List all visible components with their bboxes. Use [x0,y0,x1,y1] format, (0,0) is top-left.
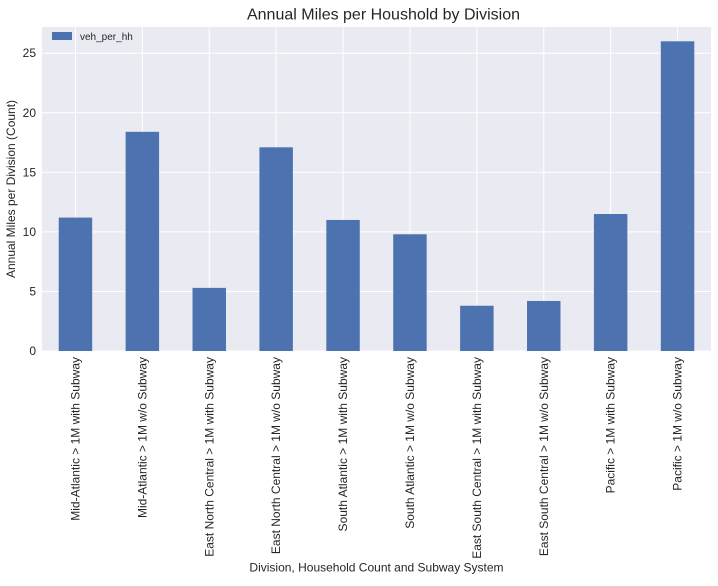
bar [326,219,360,351]
bar [192,287,226,351]
bar [259,147,293,351]
y-tick-labels: 0 5 10 15 20 25 [23,46,37,358]
x-axis-label: Division, Household Count and Subway Sys… [249,561,503,575]
chart-title: Annual Miles per Houshold by Division [247,7,520,24]
x-tick-label: East North Central > 1M w/o Subway [269,357,283,554]
legend: veh_per_hh [52,32,133,43]
bar [393,234,427,351]
y-tick-label: 5 [29,284,36,298]
x-tick-label: East South Central > 1M with Subway [470,357,484,559]
y-tick-label: 0 [29,344,36,358]
bar [527,300,561,351]
y-tick-label: 20 [23,106,37,120]
x-tick-label: East South Central > 1M w/o Subway [537,357,551,556]
x-tick-labels: Mid-Atlantic > 1M with Subway Mid-Atlanti… [68,357,684,559]
bar [125,131,160,351]
bar [660,41,695,351]
y-axis-label: Annual Miles per Division (Count) [4,100,18,278]
x-tick-label: Mid-Atlantic > 1M with Subway [68,357,82,521]
bar [593,214,628,351]
y-tick-label: 25 [23,46,37,60]
legend-label: veh_per_hh [80,32,133,43]
x-tick-label: Mid-Atlantic > 1M w/o Subway [135,357,149,518]
x-tick-label: South Atlantic > 1M w/o Subway [403,357,417,529]
x-tick-label: East North Central > 1M with Subway [202,357,216,557]
x-tick-label: South Atlantic > 1M with Subway [336,357,350,531]
bar [58,217,93,351]
bar [460,305,494,351]
y-tick-label: 15 [23,165,37,179]
bars [58,41,695,351]
legend-swatch [52,32,72,40]
x-tick-label: Pacific > 1M w/o Subway [671,357,685,491]
y-tick-label: 10 [23,225,37,239]
x-tick-label: Pacific > 1M with Subway [604,357,618,493]
